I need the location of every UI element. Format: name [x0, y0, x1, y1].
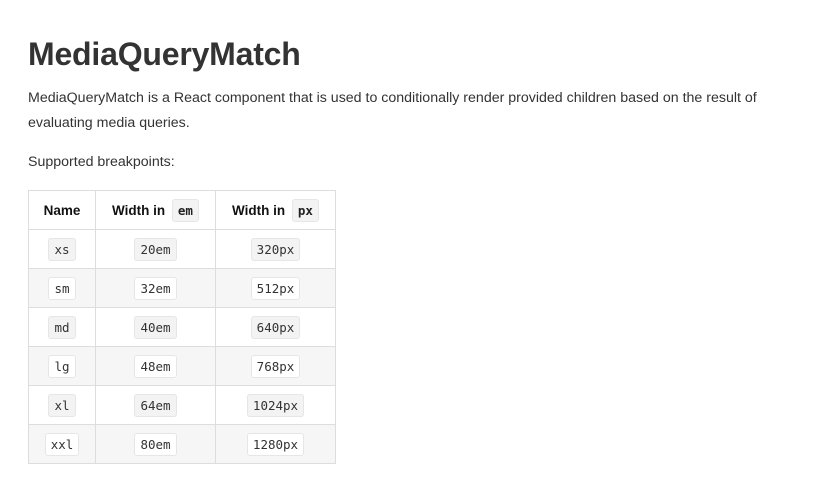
page-title: MediaQueryMatch [28, 36, 301, 72]
cell-px: 768px [215, 346, 336, 386]
header-width-px: Width in px [215, 190, 336, 230]
width-em-code: 32em [134, 276, 177, 300]
cell-em: 40em [95, 307, 216, 347]
breakpoints-table: Name Width in em Width in px xs 20em 320… [28, 190, 336, 464]
cell-em: 20em [95, 229, 216, 269]
width-px-code: 1280px [246, 432, 305, 456]
breakpoint-name-code: xs [48, 237, 76, 261]
cell-em: 64em [95, 385, 216, 425]
width-em-code: 64em [134, 393, 177, 417]
table-row: xs 20em 320px [28, 229, 336, 269]
header-width-px-label: Width in [232, 202, 286, 218]
cell-px: 640px [215, 307, 336, 347]
table-row: sm 32em 512px [28, 268, 336, 308]
header-em-code: em [171, 198, 199, 222]
cell-em: 48em [95, 346, 216, 386]
breakpoint-name-code: xl [48, 393, 76, 417]
cell-em: 32em [95, 268, 216, 308]
header-width-em: Width in em [95, 190, 216, 230]
width-em-code: 20em [134, 237, 177, 261]
table-row: md 40em 640px [28, 307, 336, 347]
header-px-code: px [291, 198, 319, 222]
width-px-code: 768px [250, 354, 301, 378]
width-px-code: 1024px [246, 393, 305, 417]
cell-name: sm [28, 268, 96, 308]
cell-em: 80em [95, 424, 216, 464]
cell-px: 320px [215, 229, 336, 269]
breakpoint-name-code: xxl [44, 432, 80, 456]
width-px-code: 320px [250, 237, 301, 261]
table-row: xl 64em 1024px [28, 385, 336, 425]
cell-name: xl [28, 385, 96, 425]
cell-name: md [28, 307, 96, 347]
table-row: lg 48em 768px [28, 346, 336, 386]
cell-px: 1280px [215, 424, 336, 464]
cell-name: lg [28, 346, 96, 386]
description-paragraph: MediaQueryMatch is a React component tha… [28, 90, 757, 131]
breakpoint-name-code: md [48, 315, 76, 339]
width-em-code: 48em [134, 354, 177, 378]
supported-breakpoints-label: Supported breakpoints: [28, 154, 175, 170]
cell-px: 512px [215, 268, 336, 308]
width-em-code: 80em [134, 432, 177, 456]
breakpoint-name-code: lg [48, 354, 76, 378]
cell-name: xs [28, 229, 96, 269]
table-header-row: Name Width in em Width in px [28, 190, 336, 230]
width-px-code: 512px [250, 276, 301, 300]
table-row: xxl 80em 1280px [28, 424, 336, 464]
header-width-em-label: Width in [112, 202, 166, 218]
cell-name: xxl [28, 424, 96, 464]
cell-px: 1024px [215, 385, 336, 425]
breakpoint-name-code: sm [48, 276, 76, 300]
header-name: Name [28, 190, 96, 230]
width-px-code: 640px [250, 315, 301, 339]
width-em-code: 40em [134, 315, 177, 339]
